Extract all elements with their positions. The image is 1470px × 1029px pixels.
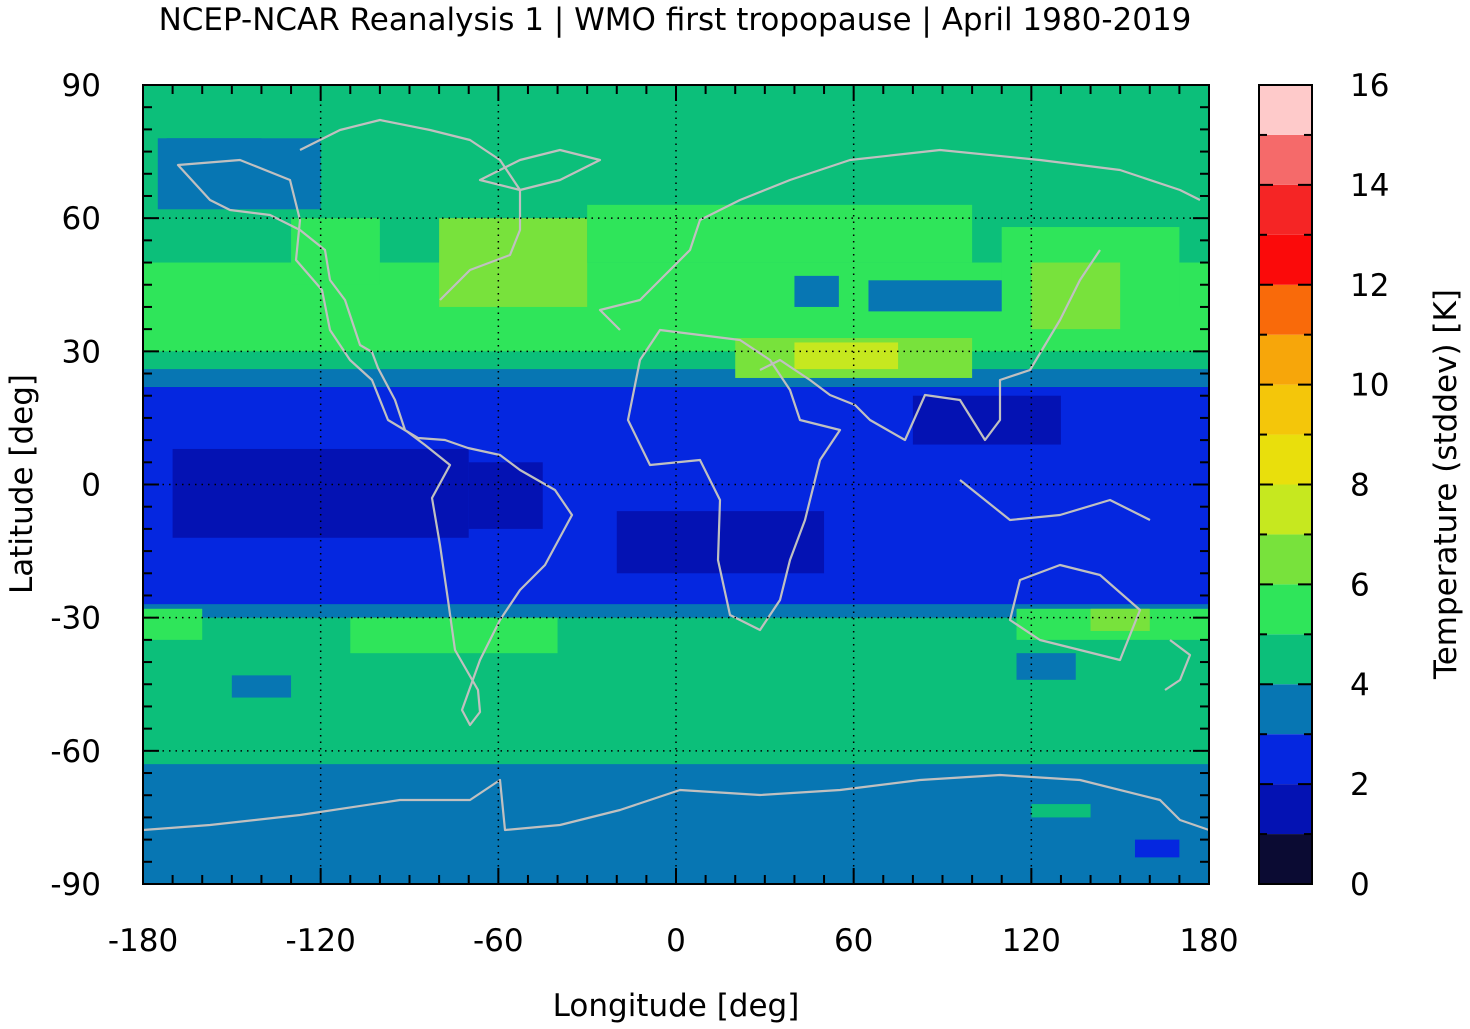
field-region-9	[439, 218, 588, 307]
colorbar-tick-label: 10	[1350, 368, 1389, 404]
colorbar-swatch-3	[1259, 684, 1312, 735]
colorbar-swatch-9	[1259, 384, 1312, 435]
x-axis-label: Longitude [deg]	[553, 988, 800, 1024]
field-region-27	[1031, 804, 1091, 818]
x-tick-label: 0	[666, 923, 686, 959]
field-region-23	[794, 275, 839, 307]
x-tick-label: 120	[1002, 923, 1061, 959]
field-region-1	[143, 764, 1209, 884]
colorbar-swatch-0	[1259, 834, 1312, 884]
colorbar-tick-label: 12	[1350, 268, 1389, 304]
field-region-7	[587, 204, 973, 263]
colorbar-tick-label: 6	[1350, 567, 1370, 603]
field-region-14	[1090, 608, 1150, 631]
colorbar-swatch-14	[1259, 134, 1312, 185]
colorbar-ticks	[1259, 84, 1312, 885]
x-tick-labels: -180 -120 -60 0 60 120 180	[108, 923, 1239, 959]
field-region-16	[794, 342, 899, 370]
field-region-11	[143, 608, 203, 640]
colorbar-tick-label: 14	[1350, 168, 1389, 204]
colorbar-swatch-5	[1259, 584, 1312, 635]
y-tick-labels: -90 -60 -30 0 30 60 90	[50, 68, 101, 903]
y-tick-label: -60	[50, 734, 101, 770]
axis-ticks	[142, 84, 1210, 885]
y-tick-label: -30	[50, 601, 101, 637]
field-region-3	[143, 604, 1209, 618]
colorbar-tick-labels: 0 2 4 6 8 10 12 14 16	[1350, 68, 1389, 903]
field-region-18	[468, 462, 543, 529]
colorbar-swatch-13	[1259, 184, 1312, 235]
x-tick-label: -120	[285, 923, 355, 959]
x-tick-label: 60	[834, 923, 873, 959]
colorbar-swatch-7	[1259, 484, 1312, 535]
colorbar-swatch-10	[1259, 334, 1312, 385]
field-region-10	[1031, 262, 1121, 330]
colorbar-tick-label: 4	[1350, 667, 1370, 703]
colorbar-swatch-11	[1259, 284, 1312, 335]
y-axis-label: Latitude [deg]	[4, 374, 40, 594]
x-tick-label: -60	[473, 923, 524, 959]
colorbar-swatch-12	[1259, 234, 1312, 285]
coastline-outlines	[143, 118, 1209, 832]
field-region-25	[1016, 653, 1076, 680]
colorbar-swatch-2	[1259, 734, 1312, 785]
colorbar-label: Temperature (stddev) [K]	[1428, 289, 1464, 680]
colorbar-tick-label: 8	[1350, 468, 1370, 504]
field-region-28	[1134, 839, 1180, 858]
grid-lines	[143, 85, 1209, 884]
y-tick-label: 30	[62, 334, 101, 370]
y-tick-label: 60	[62, 201, 101, 237]
field-region-6	[291, 218, 380, 285]
colorbar-tick-label: 0	[1350, 867, 1370, 903]
colorbar-tick-label: 16	[1350, 68, 1389, 104]
colorbar-swatch-8	[1259, 434, 1312, 485]
field-region-17	[172, 448, 469, 538]
colorbar-swatch-6	[1259, 534, 1312, 585]
colorbar-tick-label: 2	[1350, 767, 1370, 803]
y-tick-label: -90	[50, 867, 101, 903]
colorbar-swatch-4	[1259, 634, 1312, 685]
colorbar-swatch-1	[1259, 784, 1312, 835]
y-tick-label: 0	[81, 468, 101, 504]
field-region-24	[868, 280, 1002, 312]
colorbar	[1259, 85, 1312, 884]
field-region-22	[157, 138, 321, 210]
y-tick-label: 90	[62, 68, 101, 104]
colorbar-swatch-15	[1259, 85, 1312, 135]
x-tick-label: 180	[1179, 923, 1238, 959]
chart-title: NCEP-NCAR Reanalysis 1 | WMO first tropo…	[158, 2, 1192, 38]
x-tick-label: -180	[108, 923, 178, 959]
field-region-26	[231, 675, 292, 698]
